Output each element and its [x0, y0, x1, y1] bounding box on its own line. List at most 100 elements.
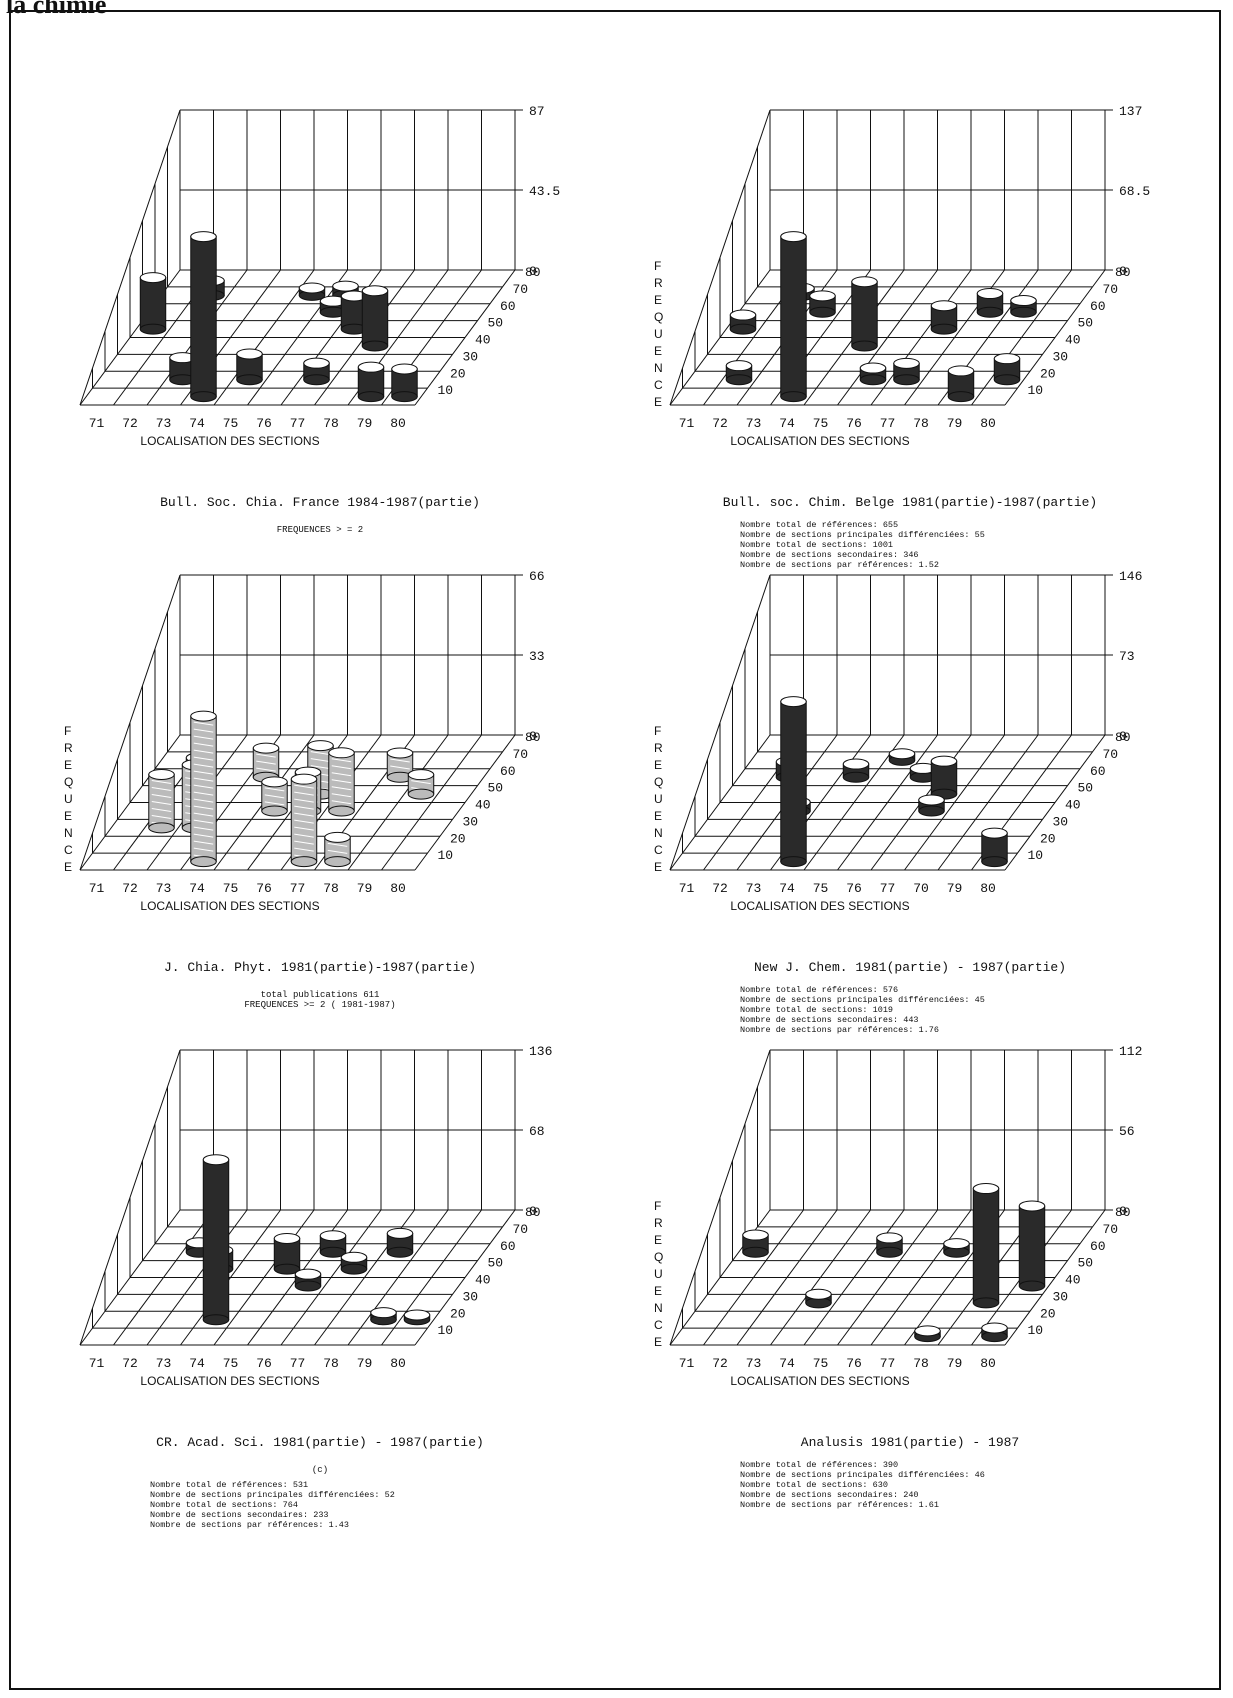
bar-texture	[193, 721, 214, 726]
bar-texture	[310, 765, 331, 770]
bar	[391, 363, 418, 403]
bar-texture	[294, 798, 314, 803]
bar-base	[386, 1246, 414, 1258]
bar-top	[742, 1229, 769, 1241]
x-tick-label: 72	[712, 1356, 728, 1371]
x-tick-label: 77	[880, 416, 896, 431]
x-tick-label: 71	[679, 416, 695, 431]
bar-base	[324, 856, 351, 868]
bar-top	[981, 1322, 1008, 1334]
x-tick-label: 78	[323, 416, 339, 431]
bar-top	[918, 794, 945, 806]
bar-top	[930, 300, 958, 312]
z-tick-label: 43.5	[529, 184, 560, 199]
z-tick-label: 0	[529, 1204, 537, 1219]
y-axis-letter: E	[654, 293, 662, 307]
depth-tick-label: 40	[1065, 1273, 1081, 1288]
z-tick-label: 0	[1119, 729, 1127, 744]
bar-top	[370, 1307, 397, 1319]
y-axis-letter: Q	[64, 775, 73, 789]
x-tick-label: 77	[880, 1356, 896, 1371]
depth-tick-label: 10	[438, 383, 454, 398]
bar-texture	[193, 847, 214, 852]
bar	[298, 282, 326, 301]
bar-top	[859, 362, 887, 374]
bar-texture	[256, 760, 276, 765]
x-tick-label: 79	[947, 416, 963, 431]
y-axis-letter: R	[654, 1216, 663, 1230]
depth-tick-label: 70	[513, 747, 529, 762]
bar-texture	[256, 753, 276, 758]
floor-gridline	[870, 269, 972, 406]
depth-tick-label: 20	[1040, 1306, 1056, 1321]
bar	[202, 1154, 230, 1326]
chart-panel: 0 33 66 10 20 30 40 50 60 70 80 71 72 73 74 75 76 77 78 79 8…	[20, 569, 620, 1035]
bar-base	[981, 856, 1008, 868]
y-axis-letter: Q	[654, 1250, 663, 1264]
z-tick-label: 87	[529, 104, 545, 119]
bar-texture	[294, 840, 314, 845]
bar-top	[972, 1183, 1000, 1195]
bar	[407, 769, 435, 800]
bar-base	[780, 856, 807, 868]
floor-gridline	[1004, 269, 1106, 406]
stats-line: Nombre de sections secondaires: 240	[740, 1490, 919, 1500]
x-tick-label: 75	[813, 416, 829, 431]
depth-tick-label: 40	[475, 1273, 491, 1288]
floor-gridline	[213, 269, 315, 406]
bar-body	[148, 773, 175, 829]
chart-subtitle: total publications 611 FREQUENCES >= 2 (…	[244, 990, 396, 1010]
bar-texture	[193, 756, 214, 761]
z-tick-label: 137	[1119, 104, 1142, 119]
bar-texture	[193, 735, 214, 740]
bar	[324, 831, 351, 868]
bar	[943, 1238, 970, 1258]
bar-base	[273, 1263, 301, 1275]
bar-texture	[331, 758, 352, 763]
bar-texture	[327, 842, 348, 847]
bar-base	[842, 771, 870, 783]
bar-top	[361, 285, 389, 297]
y-axis-letter: E	[654, 1233, 662, 1247]
bar	[290, 773, 318, 868]
floor-gridline	[180, 1209, 281, 1346]
y-axis-letter: U	[654, 327, 663, 341]
bar-top	[947, 365, 975, 377]
bar	[851, 276, 878, 352]
bar-top	[340, 1251, 368, 1263]
y-axis-letter: C	[654, 1318, 663, 1332]
chart-subtitle: (c)	[311, 1465, 329, 1475]
depth-tick-label: 80	[1115, 730, 1131, 745]
floor-gridline	[837, 734, 938, 871]
chart-panel: 0 56 112 10 20 30 40 50 60 70 80 71 72 73 74 75 76 77 78 79…	[610, 1044, 1210, 1510]
x-tick-label: 80	[390, 881, 406, 896]
bar	[361, 285, 389, 352]
bar-texture	[193, 777, 214, 782]
bar	[273, 1232, 301, 1275]
bar	[729, 309, 757, 335]
z-tick-label: 68.5	[1119, 184, 1150, 199]
bar-body	[1018, 1205, 1046, 1287]
depth-tick-label: 20	[1040, 831, 1056, 846]
bar-texture	[193, 749, 214, 754]
bar-top	[1010, 295, 1037, 307]
x-tick-label: 76	[846, 881, 862, 896]
depth-tick-label: 50	[488, 1256, 504, 1271]
y-axis-letter: F	[654, 724, 661, 738]
bar-body	[851, 281, 878, 347]
left-wall-top	[669, 109, 771, 406]
x-tick-label: 73	[746, 416, 762, 431]
bar-body	[328, 752, 355, 812]
floor-gridline	[247, 269, 348, 406]
depth-tick-label: 40	[1065, 333, 1081, 348]
bar	[981, 827, 1008, 868]
bar-top	[236, 348, 263, 360]
x-tick-label: 80	[980, 1356, 996, 1371]
bar	[914, 1325, 941, 1343]
bar-texture	[331, 786, 352, 791]
bar-top	[307, 740, 334, 752]
bar-top	[148, 768, 175, 780]
z-tick-label: 0	[1119, 264, 1127, 279]
bar-base	[261, 805, 288, 817]
